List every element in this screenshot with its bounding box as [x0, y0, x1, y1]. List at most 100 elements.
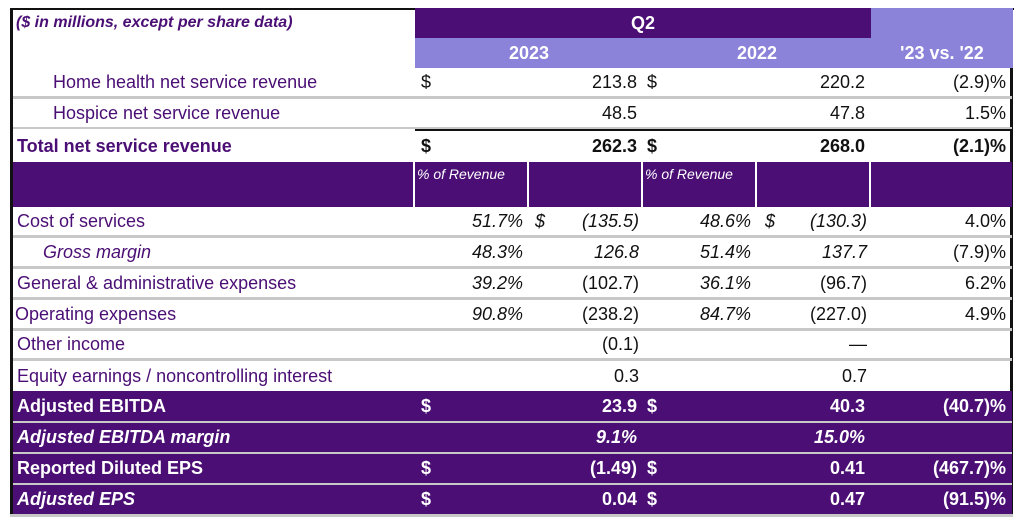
value-change: 6.2%	[964, 272, 1006, 293]
row-label: General & administrative expenses	[17, 272, 297, 293]
table-bottom-shadow	[10, 514, 1013, 517]
table-row-summary: Adjusted EBITDA $ 23.9 $ 40.3 (40.7)%	[13, 391, 1012, 421]
row-label: Gross margin	[43, 241, 152, 262]
value-prior: (227.0)	[809, 303, 867, 324]
period-label: Q2	[630, 12, 655, 33]
row-divider	[13, 483, 1012, 485]
value-prior: 0.47	[829, 489, 865, 509]
value-prior: (96.7)	[819, 272, 867, 293]
value-current: (102.7)	[581, 272, 639, 293]
table-row: Operating expenses 90.8% (238.2) 84.7% (…	[13, 300, 1012, 331]
row-label: Adjusted EBITDA margin	[17, 427, 231, 447]
value-current: 23.9	[601, 395, 637, 416]
row-label: Equity earnings / noncontrolling interes…	[17, 365, 333, 386]
value-prior: (130.3)	[809, 210, 867, 231]
table-row-summary: Reported Diluted EPS $ (1.49) $ 0.41 (46…	[13, 454, 1012, 483]
dollar-sign: $	[647, 135, 658, 156]
change-label: '23 vs. '22	[900, 42, 984, 63]
value-prior: 40.3	[829, 395, 865, 416]
change-header-top	[871, 8, 1013, 38]
value-change: (2.1)%	[952, 135, 1006, 156]
period-header: Q2	[415, 8, 871, 38]
value-current: 126.8	[593, 241, 639, 262]
value-change: (91.5)%	[942, 489, 1006, 509]
year-current-label: 2023	[508, 42, 550, 63]
dollar-sign: $	[421, 71, 432, 92]
table-row: Cost of services 51.7% $ (135.5) 48.6% $…	[13, 207, 1012, 238]
pct-current: 90.8%	[471, 303, 523, 324]
table-row: Equity earnings / noncontrolling interes…	[13, 361, 1012, 391]
dollar-sign: $	[647, 489, 658, 509]
dollar-sign: $	[535, 210, 546, 231]
dollar-sign: $	[421, 458, 432, 478]
total-rule	[415, 129, 1013, 131]
value-current: 0.04	[601, 489, 637, 509]
table-right-border	[1010, 68, 1013, 514]
pct-current: 48.3%	[471, 241, 523, 262]
value-change: (7.9)%	[952, 241, 1006, 262]
pct-revenue-prior-header: % of Revenue	[643, 162, 755, 207]
value-current: (0.1)	[601, 334, 639, 354]
value-change: (2.9)%	[952, 71, 1006, 92]
subheader-blank	[871, 162, 1012, 207]
pct-prior: 84.7%	[699, 303, 751, 324]
pct-prior: 48.6%	[699, 210, 751, 231]
pct-prior: 51.4%	[699, 241, 751, 262]
value-current: 9.1%	[595, 427, 637, 447]
table-row: Hospice net service revenue 48.5 47.8 1.…	[13, 99, 1012, 129]
units-caption: ($ in millions, except per share data)	[16, 14, 293, 31]
value-change: 4.9%	[964, 303, 1006, 324]
pct-revenue-current-header: % of Revenue	[415, 162, 527, 207]
dollar-sign	[643, 99, 673, 127]
dollar-sign: $	[647, 395, 658, 416]
change-header: '23 vs. '22	[871, 38, 1013, 68]
value-current: (238.2)	[581, 303, 639, 324]
pct-prior: 36.1%	[699, 272, 751, 293]
row-label: Hospice net service revenue	[53, 102, 281, 123]
dollar-sign: $	[421, 489, 432, 509]
subheader-blank	[757, 162, 869, 207]
dollar-sign: $	[765, 210, 776, 231]
row-label: Cost of services	[17, 210, 146, 231]
value-prior: 0.41	[829, 458, 865, 478]
row-label: Home health net service revenue	[53, 71, 318, 92]
value-change: (40.7)%	[942, 395, 1006, 416]
dollar-sign: $	[647, 71, 658, 92]
table-row: Gross margin 48.3% 126.8 51.4% 137.7 (7.…	[13, 238, 1012, 269]
table-row-summary: Adjusted EPS $ 0.04 $ 0.47 (91.5)%	[13, 485, 1012, 514]
dollar-sign: $	[421, 135, 432, 156]
row-label: Adjusted EBITDA	[17, 395, 167, 416]
value-prior: 268.0	[819, 135, 865, 156]
dollar-sign	[417, 99, 447, 127]
row-label: Reported Diluted EPS	[17, 458, 204, 478]
value-prior: 0.7	[841, 365, 867, 386]
table-row-total: Total net service revenue $ 262.3 $ 268.…	[13, 131, 1012, 161]
value-change	[871, 423, 1010, 452]
pct-current: 51.7%	[471, 210, 523, 231]
value-change: 4.0%	[964, 210, 1006, 231]
subheader-blank	[13, 162, 413, 207]
row-divider	[13, 452, 1012, 454]
year-current-header: 2023	[415, 38, 643, 68]
value-current: (1.49)	[589, 458, 637, 478]
value-change: (467.7)%	[932, 458, 1006, 478]
table-row: Home health net service revenue $ 213.8 …	[13, 68, 1012, 99]
value-prior: 47.8	[829, 102, 865, 123]
row-label: Adjusted EPS	[17, 489, 136, 509]
subheader-row: % of Revenue % of Revenue	[13, 162, 1012, 207]
value-prior: 137.7	[821, 241, 867, 262]
value-change	[871, 361, 1010, 391]
subheader-blank	[529, 162, 641, 207]
value-current: 0.3	[613, 365, 639, 386]
value-change: 1.5%	[964, 102, 1006, 123]
value-current: (135.5)	[581, 210, 639, 231]
value-prior: —	[849, 334, 867, 354]
year-prior-label: 2022	[736, 42, 778, 63]
value-prior: 15.0%	[813, 427, 865, 447]
dollar-sign: $	[647, 458, 658, 478]
row-label: Other income	[17, 334, 126, 354]
table-row: General & administrative expenses 39.2% …	[13, 269, 1012, 300]
row-label: Total net service revenue	[17, 135, 232, 156]
year-prior-header: 2022	[643, 38, 871, 68]
row-divider	[13, 421, 1012, 423]
